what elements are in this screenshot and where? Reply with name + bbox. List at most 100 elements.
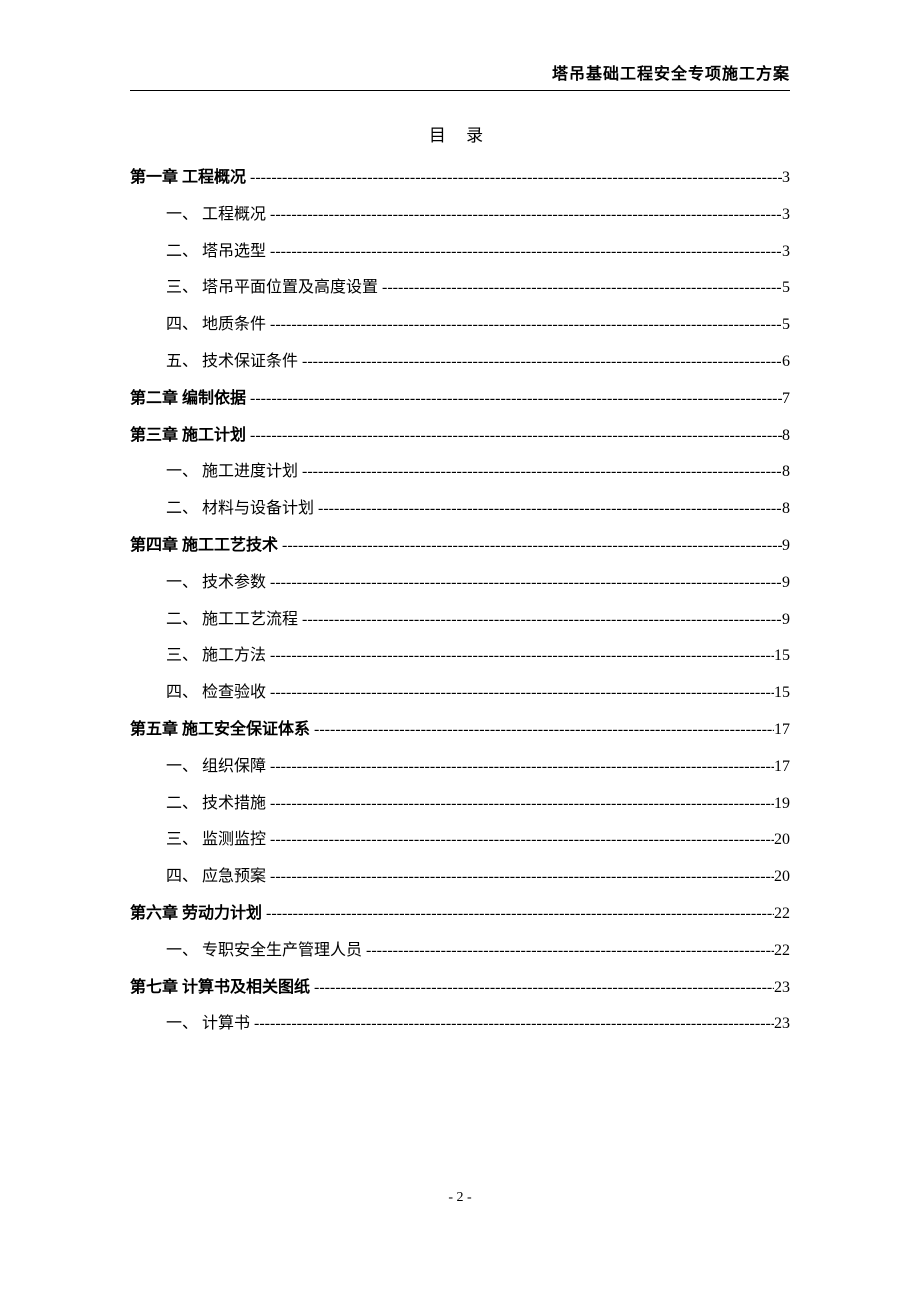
toc-entry-page: 9	[782, 565, 790, 602]
toc-entry-page: 23	[774, 1006, 790, 1043]
toc-leader: ----------------------------------------…	[266, 749, 774, 786]
toc-entry: 第五章 施工安全保证体系 ---------------------------…	[130, 712, 790, 749]
toc-entry: 四、 检查验收 --------------------------------…	[130, 675, 790, 712]
toc-leader: ----------------------------------------…	[362, 933, 774, 970]
toc-leader: ----------------------------------------…	[246, 160, 782, 197]
toc-leader: ----------------------------------------…	[246, 418, 782, 455]
toc-entry: 一、 技术参数 --------------------------------…	[130, 565, 790, 602]
toc-entry: 五、 技术保证条件 ------------------------------…	[130, 344, 790, 381]
toc-entry-page: 22	[774, 896, 790, 933]
toc-leader: ----------------------------------------…	[266, 565, 782, 602]
toc-leader: ----------------------------------------…	[266, 234, 782, 271]
toc-entry-page: 8	[782, 454, 790, 491]
toc-leader: ----------------------------------------…	[298, 344, 782, 381]
toc-leader: ----------------------------------------…	[378, 270, 782, 307]
toc-entry-label: 五、 技术保证条件	[166, 344, 298, 381]
toc-leader: ----------------------------------------…	[266, 307, 782, 344]
toc-entry: 二、 施工工艺流程 ------------------------------…	[130, 602, 790, 639]
toc-entry-label: 三、 监测监控	[166, 822, 266, 859]
toc-entry: 二、 塔吊选型 --------------------------------…	[130, 234, 790, 271]
toc-leader: ----------------------------------------…	[262, 896, 774, 933]
toc-entry-page: 15	[774, 675, 790, 712]
toc-entry-label: 一、 技术参数	[166, 565, 266, 602]
toc-list: 第一章 工程概况 -------------------------------…	[130, 160, 790, 1043]
toc-entry: 第七章 计算书及相关图纸 ---------------------------…	[130, 970, 790, 1007]
toc-leader: ----------------------------------------…	[250, 1006, 774, 1043]
toc-entry: 第一章 工程概况 -------------------------------…	[130, 160, 790, 197]
toc-entry-page: 6	[782, 344, 790, 381]
toc-leader: ----------------------------------------…	[266, 859, 774, 896]
toc-entry: 一、 工程概况 --------------------------------…	[130, 197, 790, 234]
toc-entry-label: 第七章 计算书及相关图纸	[130, 970, 310, 1007]
toc-leader: ----------------------------------------…	[278, 528, 782, 565]
toc-entry-page: 17	[774, 712, 790, 749]
toc-entry: 三、 监测监控 --------------------------------…	[130, 822, 790, 859]
toc-entry-page: 8	[782, 491, 790, 528]
toc-entry: 一、 计算书 ---------------------------------…	[130, 1006, 790, 1043]
toc-entry-label: 二、 材料与设备计划	[166, 491, 314, 528]
toc-entry-label: 第三章 施工计划	[130, 418, 246, 455]
toc-entry: 四、 应急预案 --------------------------------…	[130, 859, 790, 896]
toc-leader: ----------------------------------------…	[298, 454, 782, 491]
toc-entry-label: 二、 施工工艺流程	[166, 602, 298, 639]
toc-entry-label: 四、 检查验收	[166, 675, 266, 712]
toc-entry-page: 23	[774, 970, 790, 1007]
toc-entry-label: 一、 施工进度计划	[166, 454, 298, 491]
toc-leader: ----------------------------------------…	[266, 197, 782, 234]
toc-entry-label: 一、 专职安全生产管理人员	[166, 933, 362, 970]
toc-entry: 一、 施工进度计划 ------------------------------…	[130, 454, 790, 491]
toc-entry: 三、 施工方法 --------------------------------…	[130, 638, 790, 675]
toc-entry-label: 一、 工程概况	[166, 197, 266, 234]
toc-entry-page: 17	[774, 749, 790, 786]
toc-leader: ----------------------------------------…	[310, 712, 774, 749]
page-number: - 2 -	[0, 1190, 920, 1206]
toc-leader: ----------------------------------------…	[266, 822, 774, 859]
toc-entry-page: 9	[782, 602, 790, 639]
document-page: 塔吊基础工程安全专项施工方案 目 录 第一章 工程概况 ------------…	[0, 0, 920, 1083]
toc-entry: 二、 材料与设备计划 -----------------------------…	[130, 491, 790, 528]
toc-entry-page: 3	[782, 160, 790, 197]
toc-leader: ----------------------------------------…	[314, 491, 782, 528]
toc-entry-label: 一、 组织保障	[166, 749, 266, 786]
toc-entry-label: 四、 应急预案	[166, 859, 266, 896]
toc-entry-label: 一、 计算书	[166, 1006, 250, 1043]
toc-entry-page: 22	[774, 933, 790, 970]
toc-entry-page: 19	[774, 786, 790, 823]
toc-entry: 一、 专职安全生产管理人员 --------------------------…	[130, 933, 790, 970]
toc-entry-label: 第六章 劳动力计划	[130, 896, 262, 933]
toc-entry-page: 7	[782, 381, 790, 418]
toc-entry: 二、 技术措施 --------------------------------…	[130, 786, 790, 823]
toc-entry-label: 第一章 工程概况	[130, 160, 246, 197]
toc-entry-page: 9	[782, 528, 790, 565]
toc-entry: 第六章 劳动力计划 ------------------------------…	[130, 896, 790, 933]
toc-leader: ----------------------------------------…	[298, 602, 782, 639]
toc-entry: 第三章 施工计划 -------------------------------…	[130, 418, 790, 455]
toc-entry-page: 20	[774, 859, 790, 896]
toc-entry-page: 20	[774, 822, 790, 859]
toc-entry-label: 三、 施工方法	[166, 638, 266, 675]
toc-entry: 四、 地质条件 --------------------------------…	[130, 307, 790, 344]
toc-entry-label: 二、 技术措施	[166, 786, 266, 823]
toc-entry: 第四章 施工工艺技术 -----------------------------…	[130, 528, 790, 565]
toc-entry: 一、 组织保障 --------------------------------…	[130, 749, 790, 786]
toc-entry-label: 第四章 施工工艺技术	[130, 528, 278, 565]
toc-entry: 三、 塔吊平面位置及高度设置 -------------------------…	[130, 270, 790, 307]
toc-entry-page: 5	[782, 270, 790, 307]
toc-entry-page: 15	[774, 638, 790, 675]
toc-title: 目 录	[130, 121, 790, 146]
toc-entry-page: 3	[782, 234, 790, 271]
toc-leader: ----------------------------------------…	[266, 638, 774, 675]
toc-entry-label: 第五章 施工安全保证体系	[130, 712, 310, 749]
toc-leader: ----------------------------------------…	[266, 786, 774, 823]
toc-entry-label: 四、 地质条件	[166, 307, 266, 344]
toc-leader: ----------------------------------------…	[246, 381, 782, 418]
toc-entry-label: 二、 塔吊选型	[166, 234, 266, 271]
toc-leader: ----------------------------------------…	[310, 970, 774, 1007]
toc-entry-page: 3	[782, 197, 790, 234]
page-header: 塔吊基础工程安全专项施工方案	[130, 60, 790, 91]
toc-entry-page: 8	[782, 418, 790, 455]
toc-leader: ----------------------------------------…	[266, 675, 774, 712]
toc-entry-label: 三、 塔吊平面位置及高度设置	[166, 270, 378, 307]
toc-entry-label: 第二章 编制依据	[130, 381, 246, 418]
toc-entry: 第二章 编制依据 -------------------------------…	[130, 381, 790, 418]
